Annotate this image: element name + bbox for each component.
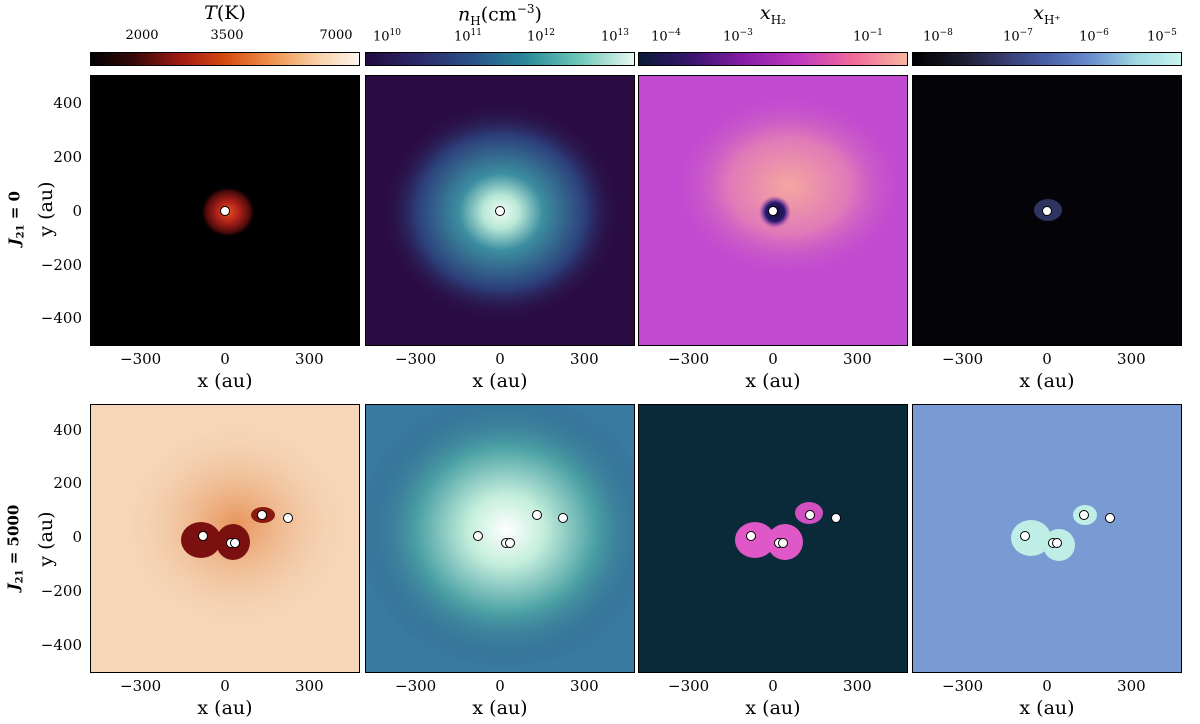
h2-map-bottom	[735, 502, 823, 560]
tick-label: 300	[843, 350, 872, 368]
tick-label: 10−6	[1079, 28, 1109, 45]
colorbar-gradient-temperature	[90, 52, 360, 66]
panel-temperature-j21-0	[90, 75, 360, 346]
x-axis-label: x (au)	[197, 370, 253, 392]
tick-label: −300	[942, 677, 984, 695]
tick-label: 7000	[319, 28, 353, 43]
colorbar-title-hplus-fraction: xH⁺	[1033, 2, 1061, 27]
tick-label: −200	[40, 256, 82, 274]
tick-label: 300	[295, 350, 324, 368]
tick-label: 10−4	[651, 28, 681, 45]
tick-label: −300	[395, 350, 437, 368]
tick-label: 1012	[527, 28, 555, 45]
tick-label: 300	[570, 677, 599, 695]
tick-label: 0	[495, 677, 505, 695]
colorbar-title-h2-fraction: xH₂	[760, 2, 786, 27]
x-axis-label: x (au)	[472, 697, 528, 719]
tick-label: 0	[768, 677, 778, 695]
x-axis-label: x (au)	[472, 370, 528, 392]
tick-label: 200	[53, 474, 82, 492]
tick-label: 0	[72, 202, 82, 220]
sink-particle-marker	[777, 538, 788, 549]
tick-label: 0	[1042, 350, 1052, 368]
colorbar-ticks-hplus-fraction: 10−8 10−7 10−6 10−5	[912, 28, 1182, 46]
x-axis-label: x (au)	[1019, 370, 1075, 392]
tick-label: 0	[1042, 677, 1052, 695]
tick-label: −200	[40, 582, 82, 600]
tick-label: −300	[668, 350, 710, 368]
tick-label: 10−1	[853, 28, 883, 45]
tick-label: 300	[295, 677, 324, 695]
colorbar-title-density: nH(cm−3)	[458, 2, 542, 29]
panel-temperature-j21-5000	[90, 404, 360, 673]
sink-particle-marker	[1019, 530, 1030, 541]
tick-label: 300	[1117, 350, 1146, 368]
tick-label: −300	[120, 677, 162, 695]
tick-label: 10−8	[923, 28, 953, 45]
panel-hplus-j21-5000	[912, 404, 1182, 673]
tick-label: 200	[53, 148, 82, 166]
colorbar-gradient-density	[365, 52, 635, 66]
panel-h2-j21-5000	[638, 404, 908, 673]
colorbar-gradient-h2-fraction	[638, 52, 908, 66]
tick-label: −300	[395, 677, 437, 695]
colorbar-title-temperature: T(K)	[204, 2, 246, 24]
tick-label: 300	[843, 677, 872, 695]
tick-label: 10−3	[723, 28, 753, 45]
sink-particle-marker	[220, 205, 230, 216]
tick-label: −300	[668, 677, 710, 695]
sink-particle-marker	[256, 509, 267, 520]
sink-particle-marker	[495, 205, 505, 216]
tick-label: 2000	[125, 28, 159, 43]
tick-label: 1013	[601, 28, 629, 45]
panel-h2-j21-0	[638, 75, 908, 346]
sink-particle-marker	[283, 512, 294, 523]
sink-particle-marker	[229, 538, 240, 549]
density-map-bottom	[366, 405, 634, 672]
colorbar-ticks-h2-fraction: 10−4 10−3 10−1	[638, 28, 908, 46]
sink-particle-marker	[745, 530, 756, 541]
sink-particle-marker	[1105, 512, 1116, 523]
sink-particle-marker	[804, 509, 815, 520]
tick-label: −300	[120, 350, 162, 368]
sink-particle-marker	[1051, 538, 1062, 549]
sink-particle-marker	[831, 512, 842, 523]
tick-label: 3500	[210, 28, 244, 43]
tick-label: 300	[1117, 677, 1146, 695]
sink-particle-marker	[768, 205, 778, 216]
sink-particle-marker	[472, 530, 483, 541]
x-axis-label: x (au)	[745, 370, 801, 392]
tick-label: 1011	[454, 28, 482, 45]
tick-label: 400	[53, 421, 82, 439]
sink-particle-marker	[531, 509, 542, 520]
tick-label: 0	[220, 350, 230, 368]
tick-label: 0	[495, 350, 505, 368]
colorbar-ticks-temperature: 2000 3500 7000	[90, 28, 360, 46]
tick-label: 1010	[373, 28, 401, 45]
tick-label: 300	[570, 350, 599, 368]
tick-label: 400	[53, 94, 82, 112]
hplus-map-bottom	[913, 405, 1181, 672]
tick-label: −300	[942, 350, 984, 368]
sink-particle-marker	[197, 530, 208, 541]
panel-density-j21-5000	[365, 404, 635, 673]
x-axis-label: x (au)	[745, 697, 801, 719]
sink-particle-marker	[1042, 205, 1052, 216]
sink-particle-marker	[504, 538, 515, 549]
sink-particle-marker	[1078, 509, 1089, 520]
tick-label: 0	[72, 528, 82, 546]
tick-label: −400	[40, 309, 82, 327]
colorbar-gradient-hplus-fraction	[912, 52, 1182, 66]
temperature-map-bottom	[91, 405, 359, 672]
tick-label: −400	[40, 636, 82, 654]
tick-label: 10−5	[1147, 28, 1177, 45]
tick-label: 0	[768, 350, 778, 368]
colorbar-ticks-density: 1010 1011 1012 1013	[365, 28, 635, 46]
tick-label: 10−7	[1003, 28, 1033, 45]
x-axis-label: x (au)	[1019, 697, 1075, 719]
sink-particle-marker	[558, 512, 569, 523]
tick-label: 0	[220, 677, 230, 695]
x-axis-label: x (au)	[197, 697, 253, 719]
